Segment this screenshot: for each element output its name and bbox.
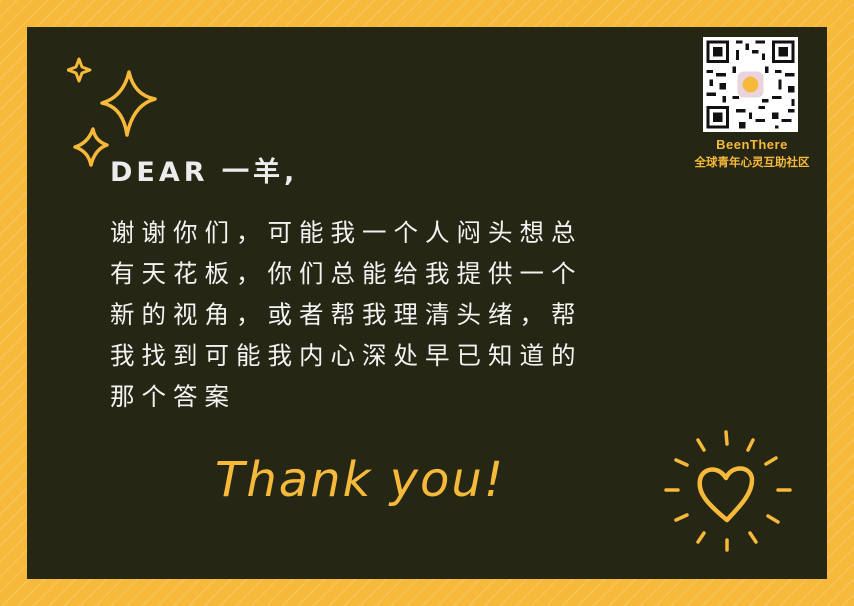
sparkles-icon <box>67 57 157 167</box>
message-line: 我找到可能我内心深处早已知道的 <box>110 341 583 370</box>
message-line: 有天花板，你们总能给我提供一个 <box>110 259 583 288</box>
message-line: 谢谢你们，可能我一个人闷头想总 <box>110 218 583 247</box>
qr-code-icon[interactable] <box>703 37 798 132</box>
brand-name: BeenThere <box>716 137 788 152</box>
thank-you-card: DEAR 一羊, 谢谢你们，可能我一个人闷头想总 有天花板，你们总能给我提供一个… <box>27 27 827 579</box>
brand-tagline: 全球青年心灵互助社区 <box>694 157 810 169</box>
message-body: 谢谢你们，可能我一个人闷头想总 有天花板，你们总能给我提供一个 新的视角，或者帮… <box>110 212 710 417</box>
brand-block: BeenThere 全球青年心灵互助社区 <box>672 137 832 170</box>
greeting: DEAR 一羊, <box>110 157 299 188</box>
message-line: 那个答案 <box>110 382 236 411</box>
thank-you-text: Thank you! <box>215 452 506 508</box>
heart-rays-icon <box>664 430 792 552</box>
message-line: 新的视角，或者帮我理清头绪，帮 <box>110 300 583 329</box>
